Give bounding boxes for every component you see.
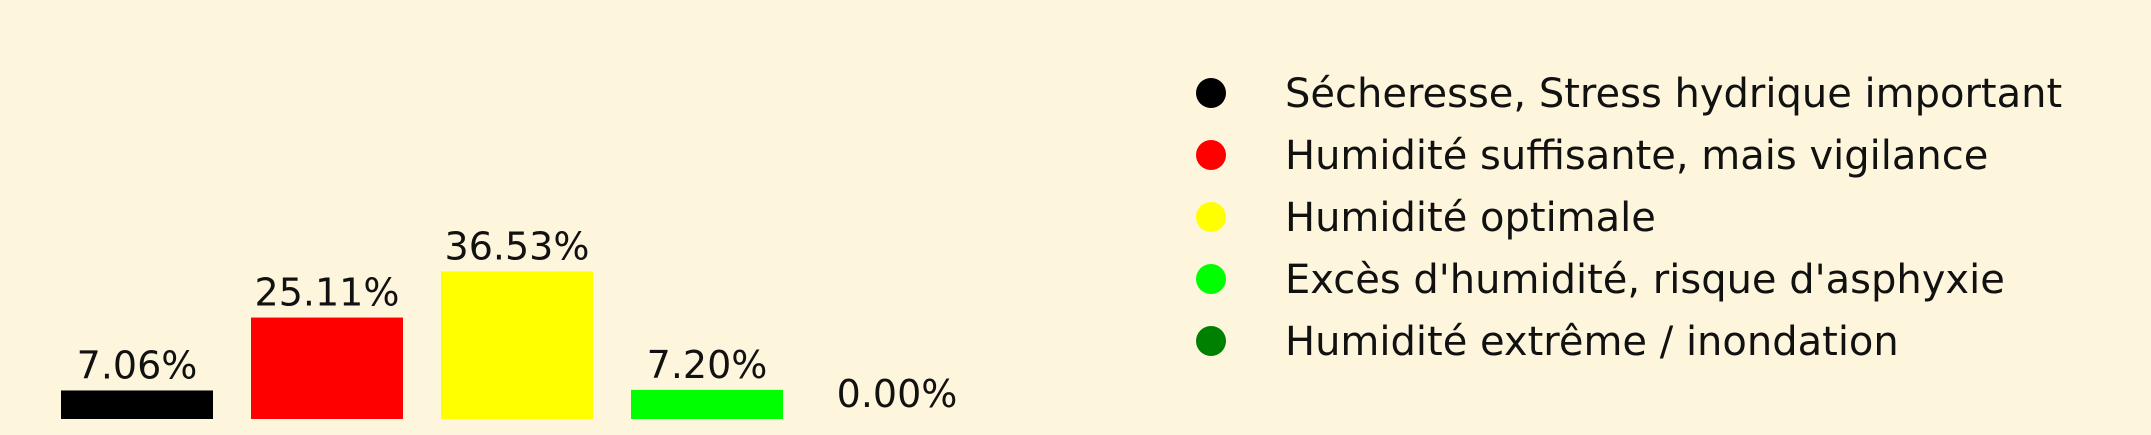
legend-marker-4: [1196, 264, 1226, 294]
legend-marker-3: [1196, 202, 1226, 232]
value-label-1: 7.06%: [77, 343, 198, 387]
value-label-3: 36.53%: [445, 224, 590, 268]
bars-group: [61, 271, 783, 419]
legend-label-4: Excès d'humidité, risque d'asphyxie: [1285, 257, 2005, 303]
legend-label-1: Sécheresse, Stress hydrique important: [1285, 71, 2062, 117]
legend-marker-1: [1196, 78, 1226, 108]
bar-3: [441, 271, 593, 419]
legend-label-2: Humidité suffisante, mais vigilance: [1285, 133, 1988, 179]
legend-label-3: Humidité optimale: [1285, 195, 1656, 241]
legend-marker-2: [1196, 140, 1226, 170]
value-label-5: 0.00%: [837, 372, 958, 416]
value-labels-group: 7.06% 25.11% 36.53% 7.20% 0.00%: [77, 224, 958, 416]
legend-marker-5: [1196, 326, 1226, 356]
legend-label-5: Humidité extrême / inondation: [1285, 319, 1899, 365]
value-label-4: 7.20%: [647, 343, 768, 387]
legend: Sécheresse, Stress hydrique important Hum…: [1196, 71, 2062, 365]
bar-2: [251, 317, 403, 419]
bar-4: [631, 389, 783, 419]
bar-1: [61, 390, 213, 419]
value-label-2: 25.11%: [255, 271, 400, 315]
